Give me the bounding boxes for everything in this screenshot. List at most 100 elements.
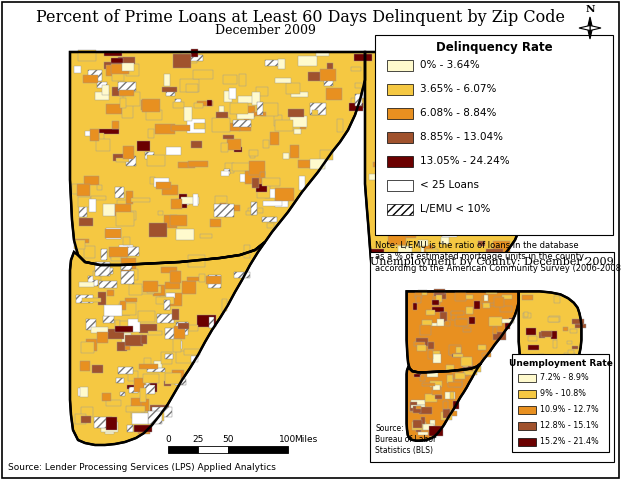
Bar (144, 358, 151, 365)
Bar (433, 296, 440, 305)
Bar (112, 311, 130, 315)
Bar (315, 50, 329, 56)
Bar (179, 194, 188, 208)
Bar (509, 318, 513, 323)
Bar (112, 68, 124, 81)
Bar (414, 374, 421, 377)
Bar (131, 398, 141, 410)
Bar (161, 267, 177, 273)
Bar (81, 342, 94, 353)
Bar (155, 361, 161, 371)
Bar (106, 400, 121, 406)
Bar (122, 63, 134, 71)
Bar (456, 347, 461, 353)
Bar (433, 289, 445, 294)
Bar (94, 417, 112, 428)
Bar (139, 324, 157, 334)
Bar (129, 319, 140, 332)
Bar (388, 59, 397, 68)
Bar (428, 426, 443, 435)
Bar (373, 162, 379, 167)
Text: Percent of Prime Loans at Least 60 Days Delinquent by Zip Code: Percent of Prime Loans at Least 60 Days … (35, 10, 564, 26)
Bar (105, 329, 124, 339)
Bar (453, 207, 470, 219)
Bar (115, 326, 134, 332)
Bar (387, 180, 413, 191)
Text: N: N (585, 5, 595, 14)
Bar (106, 229, 120, 238)
Bar (440, 312, 446, 322)
Bar (86, 339, 97, 351)
Bar (422, 320, 432, 326)
Bar (274, 115, 282, 126)
Bar (490, 256, 497, 264)
Bar (125, 211, 135, 220)
Bar (410, 402, 417, 411)
Bar (117, 212, 134, 226)
Bar (150, 383, 157, 392)
Bar (428, 300, 434, 312)
Bar (127, 385, 135, 389)
Bar (387, 132, 413, 143)
Bar (481, 123, 489, 129)
Bar (461, 264, 473, 270)
Bar (518, 438, 536, 446)
Bar (179, 79, 199, 93)
Bar (146, 375, 155, 388)
Bar (89, 199, 96, 212)
Bar (123, 92, 140, 106)
Polygon shape (365, 52, 530, 319)
Bar (149, 223, 167, 237)
Bar (387, 108, 413, 119)
Bar (467, 139, 479, 143)
Bar (100, 268, 113, 275)
Bar (248, 208, 255, 214)
Bar (168, 446, 198, 453)
Bar (181, 197, 199, 204)
Bar (125, 191, 134, 204)
Bar (463, 328, 471, 332)
Polygon shape (587, 28, 592, 39)
Bar (160, 296, 179, 303)
Bar (355, 94, 362, 106)
Bar (407, 134, 424, 141)
Bar (219, 107, 224, 119)
Bar (265, 189, 278, 198)
Bar (487, 100, 507, 109)
Bar (176, 322, 188, 336)
Text: 12.8% - 15.1%: 12.8% - 15.1% (540, 421, 599, 431)
Bar (165, 328, 173, 339)
Bar (249, 161, 265, 175)
Bar (245, 171, 265, 184)
Bar (573, 346, 578, 349)
Bar (224, 74, 237, 84)
Bar (263, 201, 282, 206)
Bar (162, 185, 178, 195)
Bar (427, 286, 445, 291)
Text: 9% - 10.8%: 9% - 10.8% (540, 389, 586, 398)
Bar (486, 249, 502, 256)
Bar (290, 116, 307, 127)
Bar (459, 319, 468, 326)
Bar (298, 56, 317, 66)
Bar (193, 70, 212, 79)
Bar (275, 188, 294, 201)
Bar (406, 189, 415, 197)
Polygon shape (407, 363, 481, 441)
Bar (434, 293, 446, 300)
Text: Delinquency Rate: Delinquency Rate (436, 41, 552, 55)
Bar (283, 153, 289, 159)
Bar (123, 237, 130, 245)
Bar (256, 86, 268, 96)
Bar (98, 292, 106, 305)
Bar (76, 295, 93, 303)
Bar (260, 172, 265, 178)
Bar (115, 320, 120, 332)
Bar (145, 152, 154, 159)
Bar (387, 60, 413, 71)
Bar (444, 411, 457, 416)
Bar (466, 307, 473, 314)
Bar (181, 53, 197, 63)
Polygon shape (587, 17, 592, 28)
Bar (164, 300, 170, 311)
